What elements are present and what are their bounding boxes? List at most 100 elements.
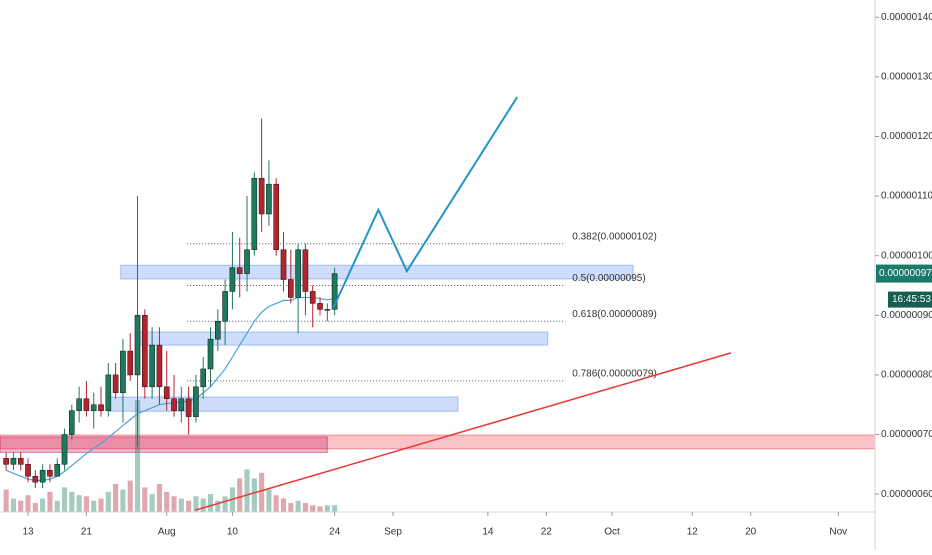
volume-bar — [178, 498, 184, 512]
volume-bar — [171, 496, 177, 512]
candle-body — [120, 350, 126, 394]
countdown-box — [888, 291, 932, 308]
candle-body — [90, 404, 97, 411]
volume-bar — [134, 400, 141, 512]
volume-bar — [149, 494, 155, 512]
volume-bar — [142, 487, 148, 512]
volume-bar — [54, 500, 60, 512]
volume-bar — [200, 498, 206, 512]
candle-body — [324, 309, 331, 311]
y-tick-label: 0.00000080 — [881, 370, 932, 381]
volume-bar — [310, 505, 316, 512]
volume-bar — [302, 503, 308, 512]
x-tick-label: 24 — [329, 527, 341, 538]
volume-bar — [18, 500, 24, 512]
volume-bar — [76, 495, 82, 512]
candle-body — [251, 177, 258, 250]
volume-bar — [61, 487, 68, 512]
last-price-box — [876, 264, 932, 283]
candle-body — [207, 338, 214, 370]
x-tick-label: Aug — [158, 527, 176, 538]
volume-bar — [127, 480, 133, 512]
candle-body — [32, 475, 39, 483]
candle-body — [39, 470, 46, 483]
y-tick-label: 0.00000130 — [881, 72, 932, 83]
candle-body — [193, 386, 199, 417]
candle-body — [47, 470, 53, 477]
candle-body — [61, 434, 68, 465]
y-tick-label: 0.00000140 — [881, 12, 932, 23]
candle-body — [3, 458, 9, 465]
candle-body — [222, 291, 228, 322]
volume-bar — [98, 498, 104, 512]
candle-body — [302, 249, 309, 292]
volume-bar — [288, 503, 294, 512]
volume-bar — [186, 500, 192, 512]
candle-body — [266, 183, 272, 215]
candle-body — [112, 374, 119, 394]
x-tick-label: 21 — [81, 527, 93, 538]
volume-bar — [164, 491, 170, 512]
candle-body — [280, 249, 287, 280]
volume-bar — [332, 505, 338, 512]
candle-body — [76, 398, 82, 411]
x-tick-label: 10 — [227, 527, 239, 538]
volume-bar — [69, 491, 75, 512]
candle-body — [178, 398, 185, 411]
last-price-label: 0.00000097 — [879, 268, 932, 279]
volume-bar — [280, 498, 287, 512]
candle-body — [163, 386, 170, 400]
candle-body — [200, 368, 207, 388]
x-tick-label: Sep — [384, 527, 402, 538]
volume-bar — [295, 500, 301, 512]
y-tick-label: 0.00000100 — [881, 250, 932, 261]
candle-body — [69, 410, 75, 435]
volume-bar — [266, 489, 272, 512]
y-tick-label: 0.00000070 — [881, 429, 932, 440]
candle-body — [134, 315, 141, 376]
moving-average — [5, 296, 335, 482]
trendline — [194, 352, 732, 511]
candle-body — [98, 404, 104, 411]
candle-body — [331, 273, 338, 310]
zone — [0, 436, 328, 453]
candle-body — [83, 398, 90, 411]
volume-bar — [40, 498, 46, 512]
candle-body — [156, 344, 163, 388]
candle-body — [149, 344, 155, 388]
volume-bar — [32, 503, 38, 512]
fib-label: 0.618(0.00000089) — [572, 309, 657, 320]
candle-body — [295, 249, 301, 298]
y-tick-label: 0.00000120 — [881, 131, 932, 142]
volume-bar — [113, 484, 119, 512]
y-tick-label: 0.00000060 — [881, 489, 932, 500]
volume-bar — [215, 500, 221, 512]
volume-bar — [3, 489, 9, 512]
volume-bar — [259, 472, 265, 512]
zone — [120, 264, 634, 280]
x-tick-label: Nov — [829, 527, 847, 538]
x-tick-label: 20 — [745, 527, 757, 538]
candle-body — [127, 350, 134, 376]
candle-body — [17, 458, 24, 465]
volume-bar — [10, 498, 16, 512]
candle-body — [25, 464, 31, 477]
candle-body — [309, 291, 316, 304]
zone — [137, 331, 549, 346]
candle-body — [171, 398, 177, 411]
candle-body — [105, 374, 112, 411]
candle-body — [185, 398, 192, 417]
fib-label: 0.5(0.00000095) — [572, 273, 645, 284]
volume-bar — [105, 491, 111, 512]
candle-body — [54, 464, 61, 477]
x-tick-label: 12 — [687, 527, 699, 538]
fib-label: 0.382(0.00000102) — [572, 231, 657, 242]
volume-bar — [47, 491, 53, 512]
zone — [0, 434, 875, 450]
axes: 0.00000060 0.00000070 0.00000080 0.00000090… — [22, 12, 932, 538]
fib-label: 0.786(0.00000079) — [572, 369, 657, 380]
candle-body — [215, 321, 221, 340]
plot-area: 0.382(0.00000102) 0.5(0.00000095) 0.618(0.… — [0, 96, 875, 512]
